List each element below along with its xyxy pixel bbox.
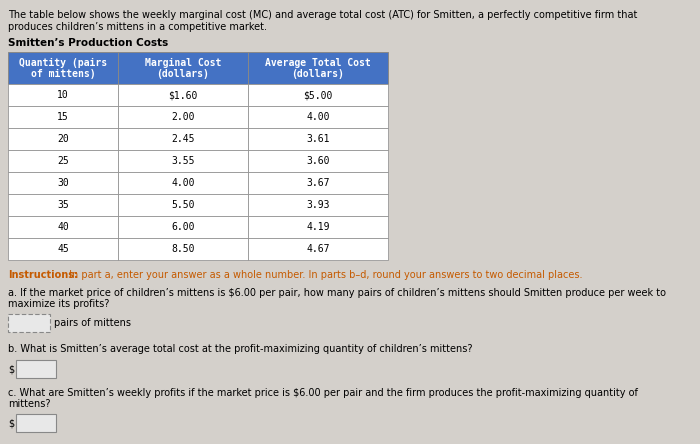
Bar	[16, 360, 56, 378]
Text: pairs of mittens: pairs of mittens	[54, 318, 131, 328]
Text: produces children’s mittens in a competitive market.: produces children’s mittens in a competi…	[8, 22, 267, 32]
Text: 35: 35	[57, 200, 69, 210]
Bar	[118, 150, 248, 172]
Text: Average Total Cost: Average Total Cost	[265, 58, 371, 68]
Text: (dollars): (dollars)	[292, 69, 344, 79]
Text: 45: 45	[57, 244, 69, 254]
Bar	[118, 238, 248, 260]
Bar	[8, 150, 118, 172]
Bar	[118, 52, 248, 84]
Text: Quantity (pairs: Quantity (pairs	[19, 58, 107, 68]
Bar	[118, 128, 248, 150]
Text: b. What is Smitten’s average total cost at the profit-maximizing quantity of chi: b. What is Smitten’s average total cost …	[8, 344, 472, 354]
Bar	[8, 106, 118, 128]
Bar	[118, 172, 248, 194]
Bar	[8, 314, 50, 332]
Text: 4.67: 4.67	[307, 244, 330, 254]
Bar	[8, 194, 118, 216]
Text: maximize its profits?: maximize its profits?	[8, 299, 109, 309]
Text: 5.50: 5.50	[172, 200, 195, 210]
Text: Instructions:: Instructions:	[8, 270, 78, 280]
Bar	[118, 216, 248, 238]
Bar	[8, 52, 118, 84]
Bar	[248, 216, 388, 238]
Text: 4.00: 4.00	[172, 178, 195, 188]
Text: 4.00: 4.00	[307, 112, 330, 122]
Text: 3.67: 3.67	[307, 178, 330, 188]
Text: Smitten’s Production Costs: Smitten’s Production Costs	[8, 38, 168, 48]
Text: 15: 15	[57, 112, 69, 122]
Bar	[118, 106, 248, 128]
Bar	[8, 84, 118, 106]
Text: 20: 20	[57, 134, 69, 144]
Text: 2.00: 2.00	[172, 112, 195, 122]
Text: 3.60: 3.60	[307, 156, 330, 166]
Bar	[248, 172, 388, 194]
Bar	[248, 238, 388, 260]
Text: 4.19: 4.19	[307, 222, 330, 232]
Bar	[8, 216, 118, 238]
Bar	[8, 172, 118, 194]
Text: In part a, enter your answer as a whole number. In parts b–d, round your answers: In part a, enter your answer as a whole …	[66, 270, 582, 280]
Text: 2.45: 2.45	[172, 134, 195, 144]
Text: 10: 10	[57, 90, 69, 100]
Text: 6.00: 6.00	[172, 222, 195, 232]
Text: of mittens): of mittens)	[31, 69, 95, 79]
Text: 3.55: 3.55	[172, 156, 195, 166]
Text: Marginal Cost: Marginal Cost	[145, 58, 221, 68]
Text: 30: 30	[57, 178, 69, 188]
Bar	[118, 194, 248, 216]
Text: c. What are Smitten’s weekly profits if the market price is $6.00 per pair and t: c. What are Smitten’s weekly profits if …	[8, 388, 638, 398]
Text: 3.93: 3.93	[307, 200, 330, 210]
Text: $: $	[8, 364, 14, 374]
Text: 8.50: 8.50	[172, 244, 195, 254]
Text: $5.00: $5.00	[303, 90, 332, 100]
Bar	[8, 128, 118, 150]
Text: The table below shows the weekly marginal cost (MC) and average total cost (ATC): The table below shows the weekly margina…	[8, 10, 638, 20]
Bar	[248, 194, 388, 216]
Text: 25: 25	[57, 156, 69, 166]
Text: 40: 40	[57, 222, 69, 232]
Text: mittens?: mittens?	[8, 399, 50, 409]
Text: 3.61: 3.61	[307, 134, 330, 144]
Text: $1.60: $1.60	[168, 90, 197, 100]
Bar	[248, 52, 388, 84]
Text: $: $	[8, 418, 14, 428]
Bar	[248, 84, 388, 106]
Text: a. If the market price of children’s mittens is $6.00 per pair, how many pairs o: a. If the market price of children’s mit…	[8, 288, 666, 298]
Bar	[118, 84, 248, 106]
Bar	[248, 106, 388, 128]
Bar	[8, 238, 118, 260]
Bar	[16, 414, 56, 432]
Text: (dollars): (dollars)	[157, 69, 209, 79]
Bar	[248, 128, 388, 150]
Bar	[248, 150, 388, 172]
